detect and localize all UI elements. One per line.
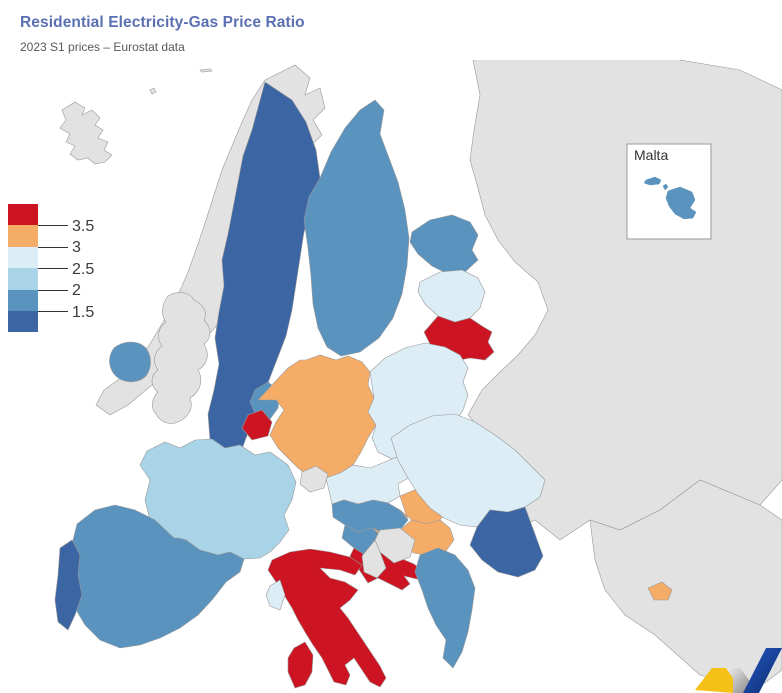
svg-text:Malta: Malta xyxy=(634,147,668,163)
